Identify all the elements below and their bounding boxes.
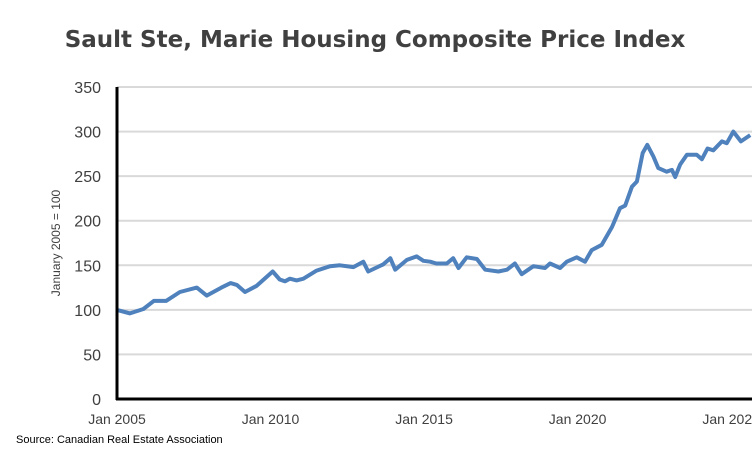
- x-tick-label: Jan 2020: [549, 411, 607, 427]
- y-tick-label: 300: [74, 125, 101, 142]
- x-tick-label: Jan 2010: [242, 411, 300, 427]
- x-tick-label: Jan 2005: [88, 411, 146, 427]
- x-tick-label: Jan 2025: [702, 411, 752, 427]
- x-tick-label: Jan 2015: [395, 411, 453, 427]
- y-tick-label: 200: [74, 214, 101, 231]
- y-tick-label: 100: [74, 303, 101, 320]
- chart-title: Sault Ste, Marie Housing Composite Price…: [65, 27, 686, 53]
- y-tick-label: 150: [74, 258, 101, 275]
- y-tick-label: 50: [83, 347, 101, 364]
- series-line: [116, 129, 752, 316]
- y-tick-label: 350: [74, 80, 101, 97]
- y-tick-label: 0: [92, 392, 101, 409]
- y-tick-label: 250: [74, 169, 101, 186]
- source-note: Source: Canadian Real Estate Association: [16, 434, 223, 446]
- y-axis-label: January 2005 = 100: [49, 189, 63, 296]
